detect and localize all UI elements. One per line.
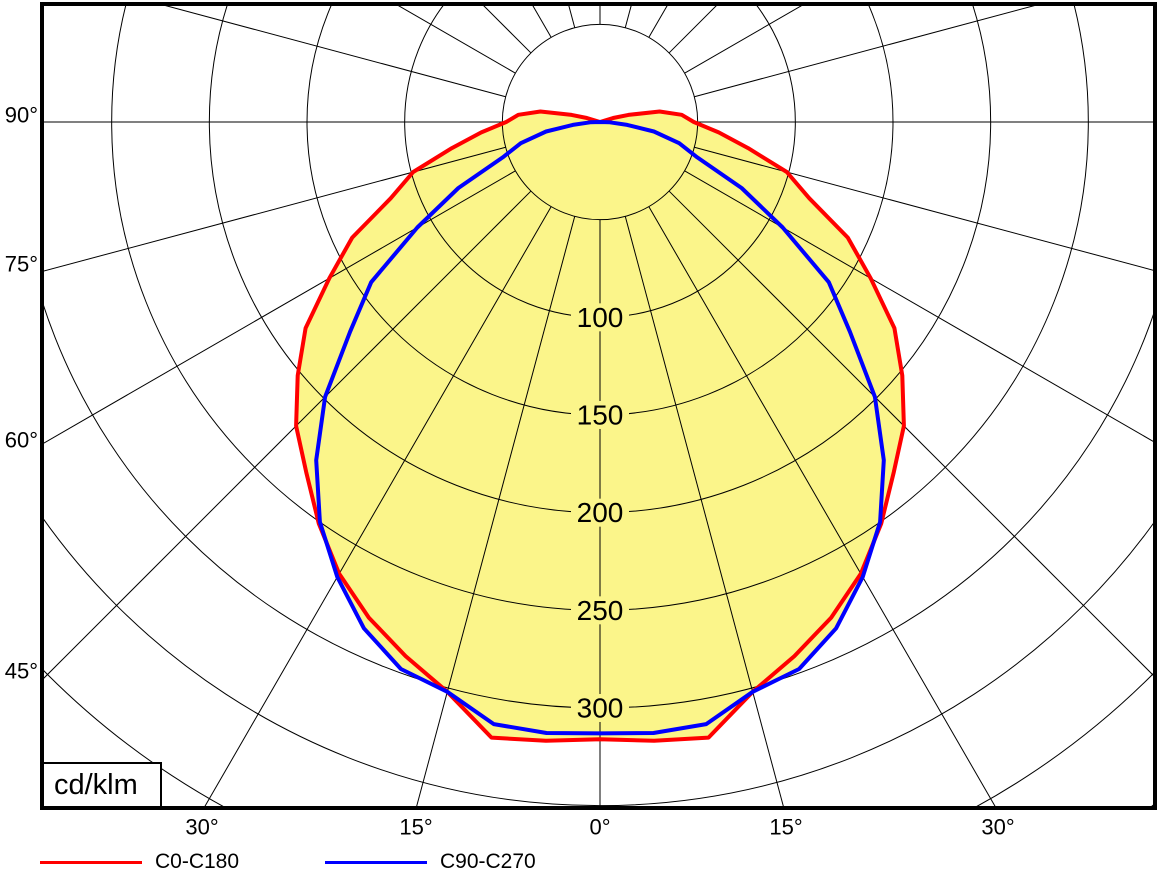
legend-item-c90-c270: C90-C270 [325,849,536,875]
axis-label-bottom: 0° [589,815,610,840]
units-box: cd/klm [42,762,162,808]
grid-radial [668,190,1155,678]
grid-radial [684,4,806,74]
grid-radial [415,216,576,808]
ring-label-bg [571,693,629,722]
grid-radial [481,4,532,54]
legend-line-blue [325,860,427,864]
axis-label-left: 45° [5,659,38,684]
curve-c90-c270 [314,120,886,736]
axis-label-bottom: 15° [769,815,802,840]
units-label: cd/klm [54,769,138,801]
ring-label-bg [571,303,629,332]
ring-label: 200 [577,497,624,528]
ring-label: 100 [577,302,624,333]
ring-label: 300 [577,692,624,723]
grid-radial [394,4,516,74]
grid-radial [157,4,506,98]
grid-radial [668,4,719,54]
axis-label-bottom: 30° [185,815,218,840]
grid-radial [694,4,1043,98]
axis-label-bottom: 30° [981,815,1014,840]
legend: C0-C180 C90-C270 [0,849,1161,875]
grid-radial [42,146,506,273]
axis-label-left: 60° [5,428,38,453]
ring-label-bg [571,400,629,429]
grid-radial [624,216,785,808]
grid-radial [203,206,552,808]
legend-line-red [40,860,142,864]
ring-label-bg [571,498,629,527]
ring-label: 250 [577,595,624,626]
legend-label-c90-c270: C90-C270 [440,850,536,873]
grid-radial [42,190,532,681]
axis-label-bottom: 15° [399,815,432,840]
axis-label-left: 75° [5,252,38,277]
ring-label: 150 [577,399,624,430]
legend-item-c0-c180: C0-C180 [40,849,239,875]
grid-radial [648,206,997,808]
curve-c0-c180 [294,109,906,743]
plot-border [40,2,1157,810]
legend-label-c0-c180: C0-C180 [155,850,240,873]
ring-label-bg [571,596,629,625]
axis-label-left: 90° [5,103,38,128]
grid-radial [694,146,1155,272]
